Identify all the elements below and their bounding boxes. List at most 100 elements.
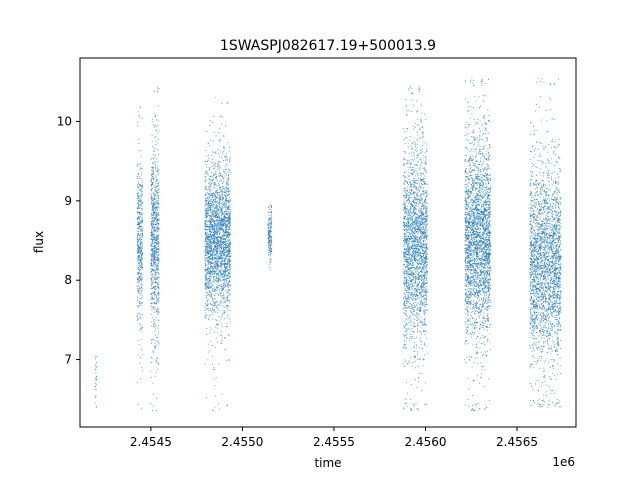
data-point	[153, 261, 155, 263]
data-point	[224, 285, 226, 287]
data-point	[206, 327, 208, 329]
data-point	[213, 303, 215, 305]
data-point	[405, 105, 407, 107]
data-point	[155, 144, 157, 146]
data-point	[95, 405, 97, 408]
data-point	[155, 226, 157, 228]
data-point	[211, 274, 213, 276]
data-point	[157, 245, 159, 247]
data-point	[209, 327, 211, 329]
data-point	[153, 269, 155, 271]
data-point	[229, 223, 231, 225]
data-point	[209, 254, 211, 256]
data-point	[228, 208, 230, 210]
data-point	[157, 189, 160, 191]
data-point	[403, 265, 405, 267]
data-point	[214, 326, 216, 328]
data-point	[218, 167, 220, 169]
data-point	[155, 288, 157, 290]
data-point	[141, 367, 143, 369]
data-point	[224, 201, 226, 203]
data-point	[156, 257, 158, 259]
data-point	[207, 299, 209, 301]
data-point	[211, 182, 213, 184]
data-point	[221, 259, 223, 261]
data-point	[206, 246, 208, 248]
data-point	[210, 269, 212, 271]
data-point	[215, 190, 217, 192]
data-point	[150, 177, 152, 180]
data-point	[138, 300, 140, 303]
data-point	[223, 196, 225, 198]
data-point	[226, 281, 228, 283]
data-point	[221, 334, 223, 336]
data-point	[140, 156, 142, 158]
data-point	[229, 257, 231, 259]
data-point	[213, 131, 215, 133]
data-point	[141, 244, 143, 246]
data-point	[225, 263, 227, 265]
data-point	[407, 146, 409, 148]
data-point	[218, 185, 220, 187]
data-point	[218, 225, 220, 227]
data-point	[138, 260, 140, 262]
data-point	[155, 203, 157, 206]
data-point	[139, 316, 141, 318]
data-point	[221, 252, 223, 254]
data-point	[403, 182, 405, 184]
data-point	[422, 210, 424, 212]
data-point	[268, 206, 270, 208]
data-point	[211, 204, 213, 206]
data-point	[270, 226, 272, 228]
data-point	[207, 226, 209, 228]
data-point	[155, 255, 157, 258]
data-point	[229, 260, 231, 262]
data-point	[407, 175, 409, 177]
data-point	[417, 409, 420, 411]
data-point	[406, 163, 408, 165]
data-point	[408, 89, 410, 91]
data-point	[151, 146, 154, 148]
data-point	[268, 221, 270, 223]
data-point	[212, 162, 214, 164]
data-point	[229, 206, 231, 208]
data-point	[213, 301, 215, 303]
data-point	[407, 290, 409, 292]
data-point	[222, 295, 224, 297]
data-point	[219, 303, 221, 305]
data-point	[139, 199, 141, 201]
data-point	[158, 184, 160, 186]
data-point	[214, 177, 216, 179]
data-point	[136, 250, 138, 252]
data-point	[214, 287, 216, 289]
data-point	[213, 207, 215, 209]
data-point	[213, 245, 215, 247]
data-point	[156, 213, 158, 215]
data-point	[156, 86, 159, 88]
data-point	[211, 311, 213, 313]
data-point	[150, 271, 152, 273]
data-point	[158, 254, 160, 256]
data-point	[217, 210, 220, 212]
data-point	[209, 191, 211, 193]
data-point	[223, 241, 225, 244]
data-point	[205, 170, 208, 172]
data-point	[217, 192, 220, 194]
data-point	[207, 250, 209, 252]
data-point	[225, 168, 227, 170]
data-point	[136, 315, 138, 318]
data-point	[418, 322, 420, 324]
data-point	[138, 199, 140, 201]
data-point	[224, 265, 226, 267]
data-point	[211, 236, 213, 238]
data-point	[204, 317, 207, 319]
data-point	[150, 264, 152, 266]
data-point	[227, 200, 230, 202]
data-point	[157, 154, 159, 156]
data-point	[224, 168, 226, 170]
data-point	[216, 319, 218, 322]
data-point	[156, 158, 158, 160]
data-point	[226, 210, 228, 212]
data-point	[136, 236, 138, 238]
data-point	[137, 196, 139, 198]
